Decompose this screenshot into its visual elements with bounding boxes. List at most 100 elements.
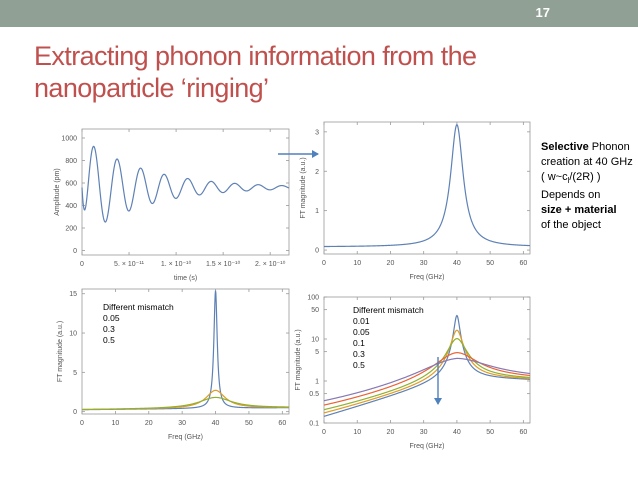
series-mismatch-0.3 [81,389,289,411]
note-phonon: Phonon [588,141,630,153]
plot-frame [81,288,290,415]
slide-header-bar: 17 [0,0,638,27]
note-formula-suffix: /(2R) ) [569,171,601,183]
legend-title: Different mismatch [353,305,424,315]
y-tick-label: 400 [65,203,77,210]
x-tick-label: 50 [486,429,494,436]
series-mismatch-0.5 [323,357,531,402]
x-tick-label: 1.5 × 10⁻¹⁰ [206,260,241,268]
slide-title: Extracting phonon information from the n… [34,40,594,104]
x-tick-label: 50 [245,420,253,427]
legend-entry: 0.3 [103,324,115,334]
y-tick-label: 2 [315,169,319,176]
x-tick-label: 20 [145,420,153,427]
x-tick-label: 5. × 10⁻¹¹ [114,261,145,268]
x-tick-label: 0 [322,429,326,436]
y-tick-label: 100 [307,295,319,302]
plot-frame [81,128,290,256]
y-tick-label: 0.5 [309,391,319,398]
x-tick-label: 40 [453,429,461,436]
x-tick-label: 60 [278,420,286,427]
y-axis-label: Amplitude (pm) [54,168,61,215]
x-axis-label: Freq (GHz) [410,274,445,281]
x-tick-label: 60 [519,260,527,267]
legend-entry: 0.05 [103,313,120,323]
x-tick-label: 30 [178,420,186,427]
y-tick-label: 10 [69,331,77,338]
y-axis-label: FT magnitude (a.u.) [57,321,64,382]
y-tick-label: 1 [315,208,319,215]
y-tick-label: 800 [65,158,77,165]
series-mismatch-0.05 [323,329,531,414]
note-formula-prefix: ( w~c [541,171,568,183]
x-tick-label: 40 [212,420,220,427]
note-line-3: ( w~cl/(2R) ) [541,170,637,188]
y-tick-label: 0.1 [309,421,319,428]
slide-number: 17 [535,5,550,20]
series-mismatch-0.3 [323,352,531,406]
y-tick-label: 1 [315,379,319,386]
note-selective: Selective [541,141,589,153]
x-tick-label: 40 [453,260,461,267]
explanation-note: Selective Phonon creation at 40 GHz ( w~… [541,140,637,233]
series-spectrum [324,124,531,248]
x-axis-label: time (s) [174,275,197,282]
y-tick-label: 0 [73,409,77,416]
x-tick-label: 2. × 10⁻¹⁰ [255,260,286,268]
x-axis-label: Freq (GHz) [168,434,203,441]
chart-panel-time-domain: 0 5. × 10⁻¹¹ 1. × 10⁻¹⁰ 1.5 × 10⁻¹⁰ 2. × 10⁻… [54,128,290,282]
x-tick-label: 0 [322,260,326,267]
x-tick-label: 1. × 10⁻¹⁰ [161,260,192,268]
y-tick-label: 1000 [61,136,77,143]
chart-panel-mismatch-log: 0 10 20 30 40 50 60 0.1 0.5 1 5 10 50 100 Freq (GHz) FT… [295,295,531,450]
y-tick-label: 10 [311,337,319,344]
series-mismatch-0.01 [323,314,531,417]
note-size-material: size + material [541,204,617,217]
legend-entry: 0.1 [353,338,365,348]
x-axis-label: Freq (GHz) [410,443,445,450]
y-tick-label: 50 [311,307,319,314]
note-line-4: Depends on [541,189,601,202]
plot-frame [323,296,531,424]
y-tick-label: 0 [315,248,319,255]
chart-panel-spectrum: 0 10 20 30 40 50 60 0 1 2 3 Freq (GHz) FT magnitude … [300,121,531,281]
legend-entry: 0.5 [353,360,365,370]
slide-title-line-2: nanoparticle ‘ringing’ [34,73,269,103]
x-tick-label: 0 [80,420,84,427]
y-tick-label: 600 [65,181,77,188]
y-tick-label: 5 [315,349,319,356]
annotation-arrows [278,150,442,405]
x-tick-label: 20 [387,429,395,436]
x-tick-label: 10 [111,420,119,427]
y-axis-label: FT magnitude (a.u.) [295,329,302,390]
note-line-5: size + material [541,203,637,218]
x-tick-label: 60 [519,429,527,436]
x-tick-label: 0 [80,261,84,268]
plot-frame [323,121,531,255]
legend-title: Different mismatch [103,302,174,312]
x-tick-label: 50 [486,260,494,267]
x-tick-label: 10 [353,260,361,267]
series-time-signal [81,145,290,223]
note-formula-sub: l [567,176,570,186]
slide-title-line-1: Extracting phonon information from the [34,41,477,71]
series-mismatch-0.5 [82,396,289,411]
y-tick-label: 5 [73,370,77,377]
legend-entry: 0.01 [353,316,370,326]
y-tick-label: 15 [69,291,77,298]
legend-entry: 0.5 [103,335,115,345]
legend-entry: 0.3 [353,349,365,359]
chart-panel-mismatch-linear: 0 10 20 30 40 50 60 0 5 10 15 Freq (GHz) FT magnitud… [57,288,290,441]
y-axis-label: FT magnitude (a.u.) [300,157,307,218]
x-tick-label: 30 [420,260,428,267]
x-tick-label: 10 [353,429,361,436]
note-line-2: creation at 40 GHz [541,156,633,168]
x-tick-label: 30 [420,429,428,436]
legend-entry: 0.05 [353,327,370,337]
y-tick-label: 0 [73,248,77,255]
series-mismatch-0.1 [323,338,531,411]
y-tick-label: 200 [65,226,77,233]
